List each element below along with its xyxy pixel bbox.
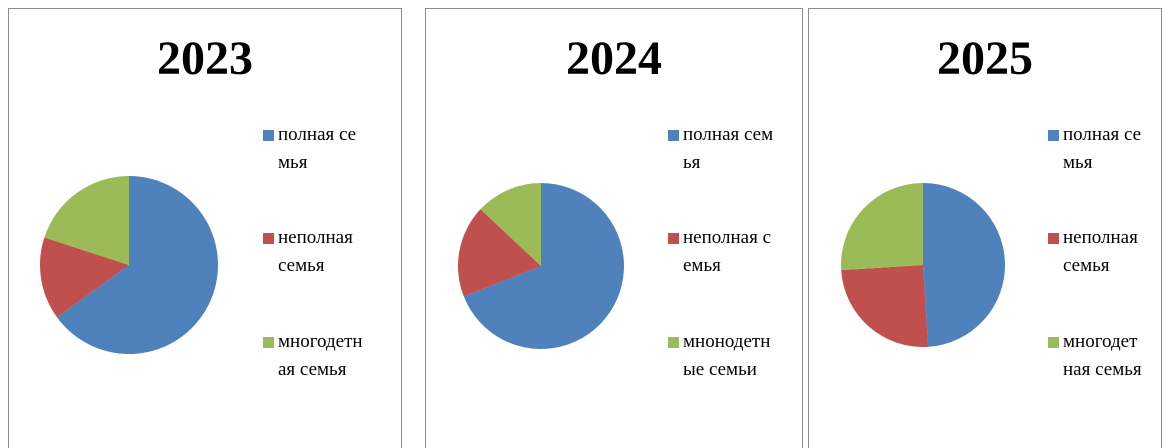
pie-slice — [923, 183, 1006, 347]
pie-slice — [44, 176, 129, 265]
legend-label: неполная семья — [1063, 227, 1138, 276]
legend-swatch — [263, 337, 274, 348]
chart-panel: 2024 полная семья неполная семья мнонодетны… — [425, 8, 803, 448]
pie — [841, 182, 1006, 347]
pie-slice — [841, 182, 923, 271]
legend-label: полная семья — [278, 124, 357, 173]
legend-label: неполная семья — [278, 227, 353, 276]
legend-label: полная семья — [683, 124, 774, 173]
legend-swatch — [263, 130, 274, 141]
pie — [458, 183, 624, 350]
legend-label: неполная семья — [683, 227, 772, 276]
legend-swatch — [668, 337, 679, 348]
pie-slice — [480, 183, 541, 266]
pie-slice — [841, 265, 929, 347]
chart-title: 2024 — [566, 32, 662, 85]
pie — [39, 176, 219, 354]
legend-swatch — [1048, 337, 1059, 348]
legend-swatch — [263, 233, 274, 244]
chart-panel: 2023 полная семья неполная семья многодетна… — [8, 8, 402, 448]
legend-label: полная семья — [1063, 124, 1142, 173]
page: 2023 полная семья неполная семья многодетна… — [8, 8, 1162, 448]
pie-slice — [39, 237, 129, 318]
legend-swatch — [1048, 233, 1059, 244]
legend-label: многодетная семья — [278, 331, 363, 380]
legend-label: мнонодетные семьи — [683, 331, 771, 380]
legend-label: многодетная семья — [1063, 331, 1142, 380]
legend-swatch — [1048, 130, 1059, 141]
pie-slice — [458, 209, 541, 297]
legend-swatch — [668, 130, 679, 141]
chart-title: 2023 — [157, 32, 253, 85]
chart-title: 2025 — [937, 32, 1033, 85]
chart-panel: 2025 полная семья неполная семья многодетна… — [808, 8, 1162, 448]
pie-slice — [463, 183, 624, 350]
pie-slice — [56, 176, 219, 354]
legend-swatch — [668, 233, 679, 244]
